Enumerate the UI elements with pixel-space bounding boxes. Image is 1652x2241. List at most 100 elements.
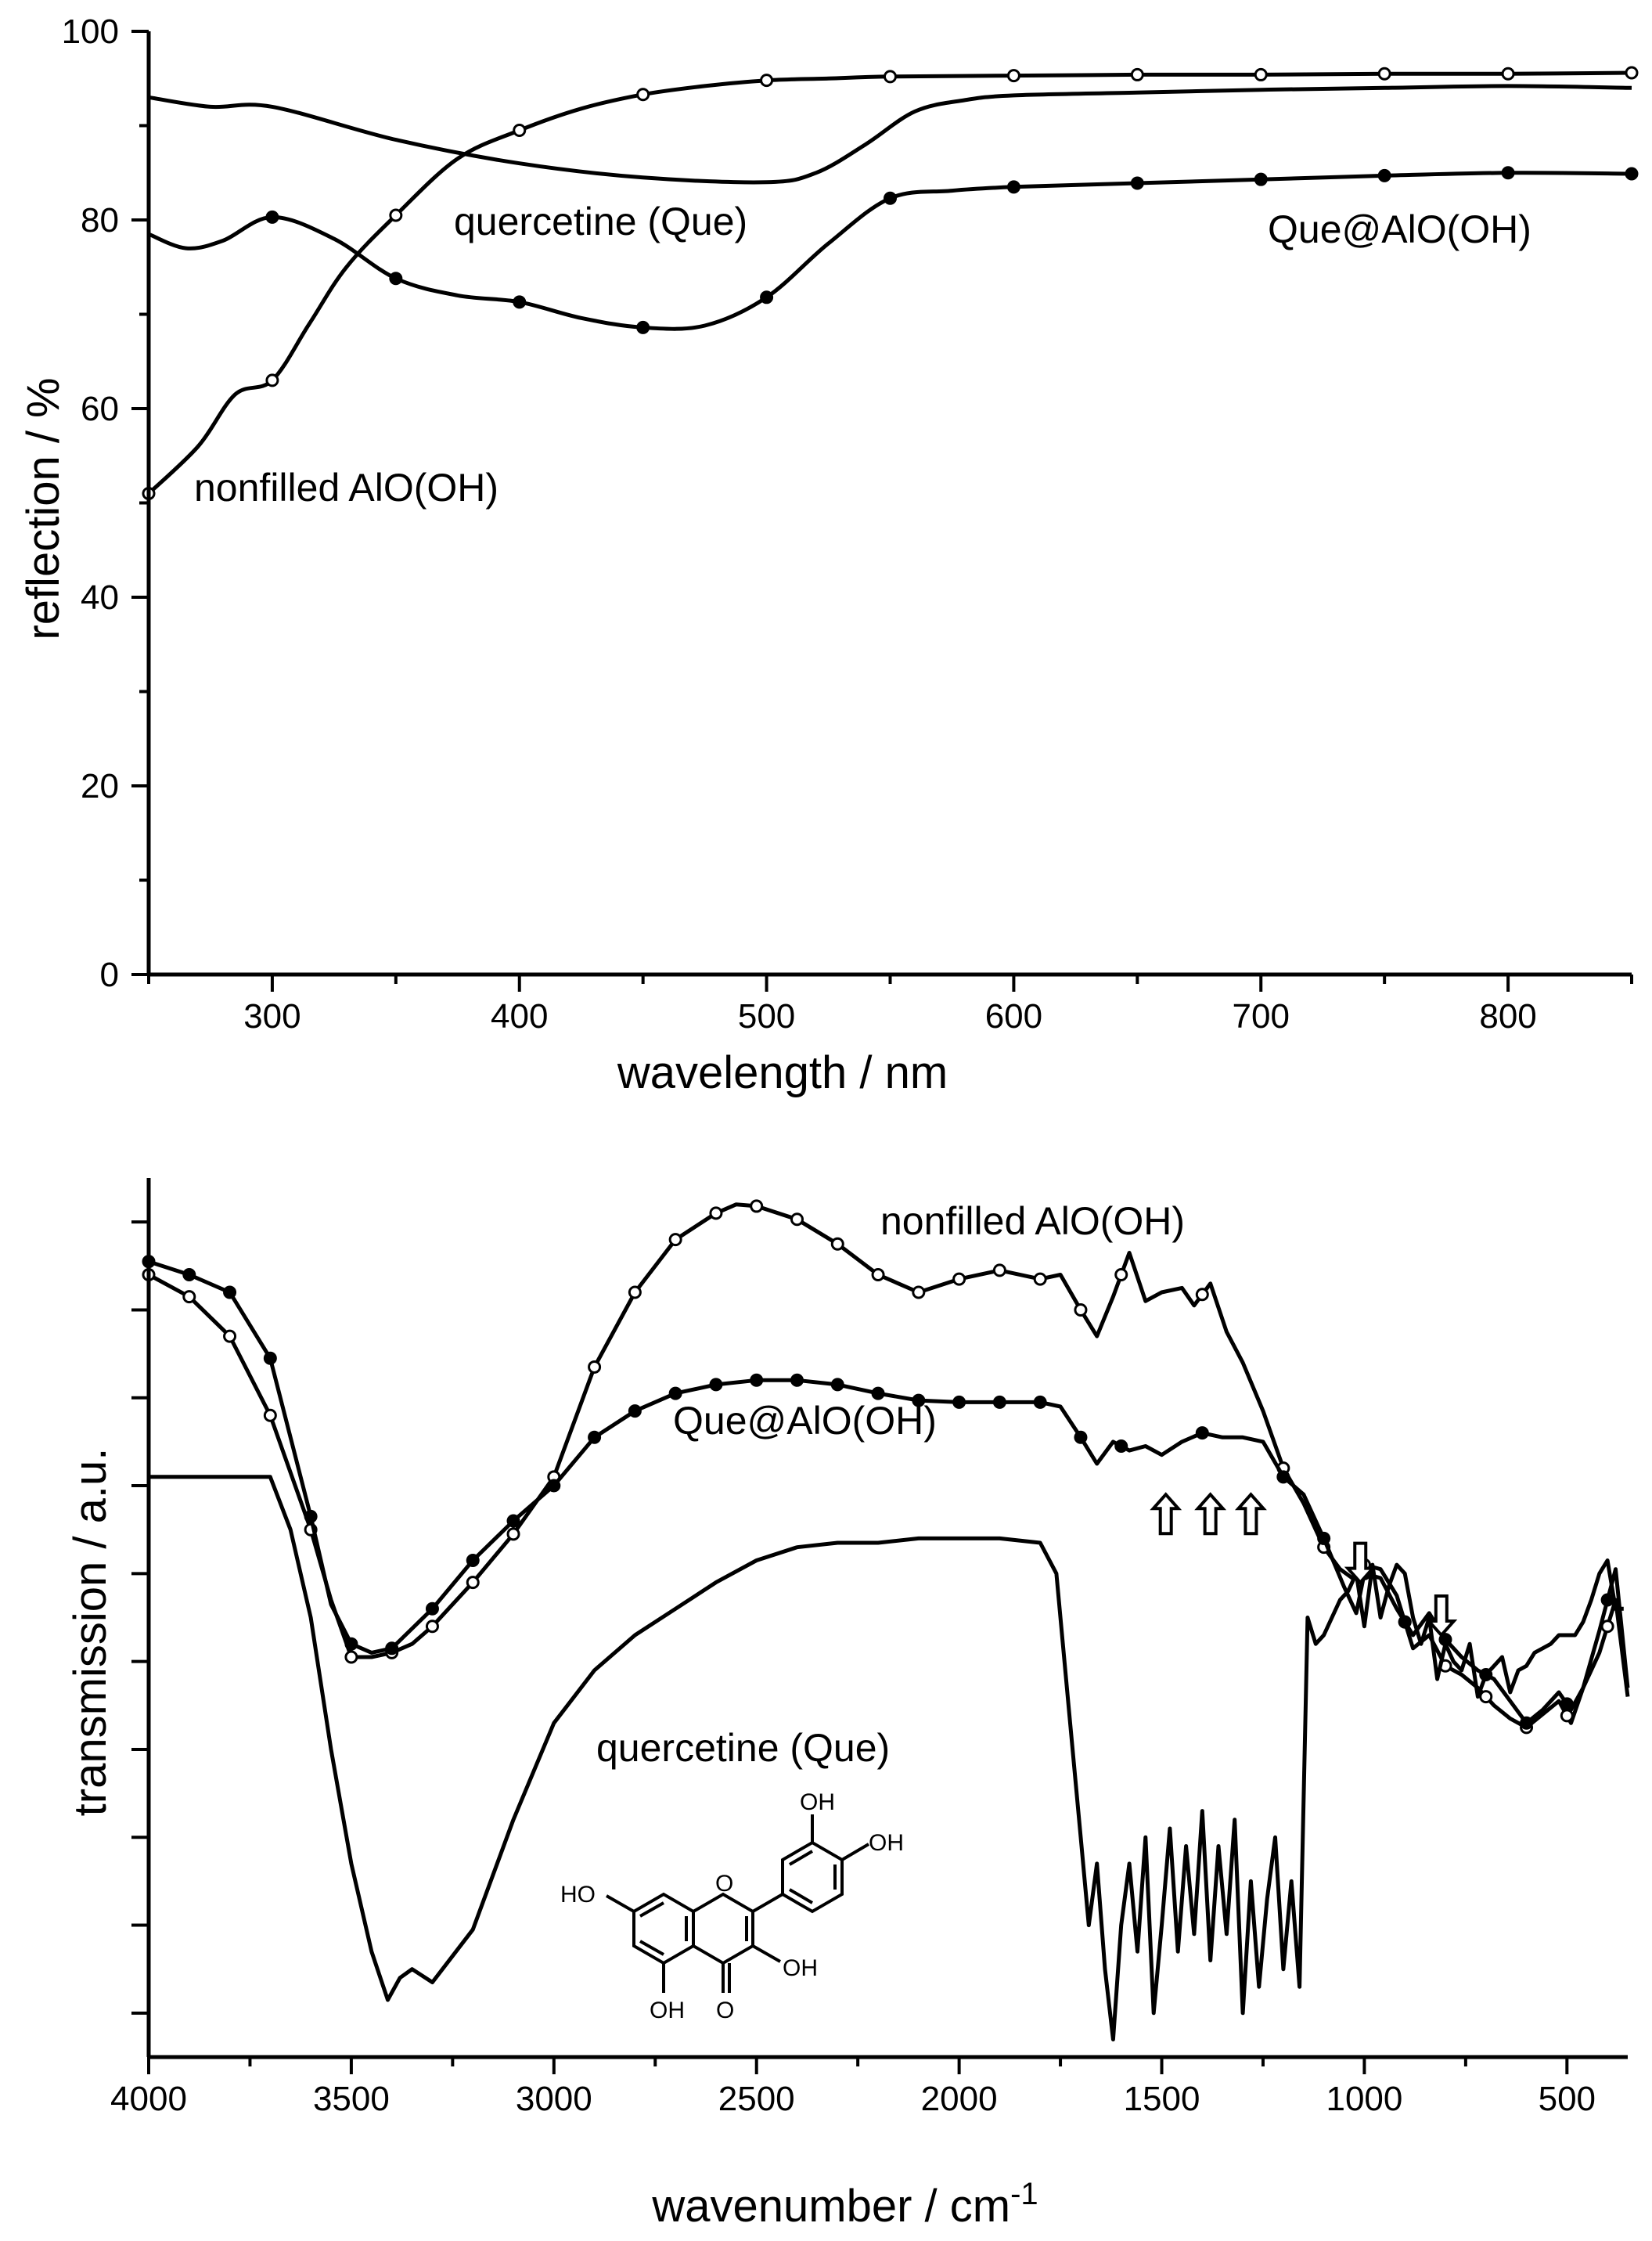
b-series-1-point-5 xyxy=(344,1637,358,1651)
b-series-1-point-16 xyxy=(790,1373,804,1387)
struct-label-oh-b3: OH xyxy=(800,1789,835,1815)
a-xtick-label-700: 700 xyxy=(1233,997,1290,1036)
b-series-1-point-22 xyxy=(1033,1395,1047,1409)
a-series-2-point-3 xyxy=(636,320,650,334)
a-series-line-0 xyxy=(147,70,1632,495)
ring-a-double-1 xyxy=(639,1901,664,1918)
b-arrow-up-0 xyxy=(1150,1492,1182,1536)
b-series-0-point-1 xyxy=(182,1290,196,1304)
struct-label-o-ring: O xyxy=(715,1871,733,1897)
b-series-1-point-6 xyxy=(385,1641,399,1656)
b-series-0-point-20 xyxy=(952,1272,966,1286)
b-series-1-point-13 xyxy=(668,1386,682,1400)
b-series-0-point-14 xyxy=(709,1206,723,1220)
a-series-0-point-5 xyxy=(760,74,774,88)
b-xtick-label-1500: 1500 xyxy=(1124,2080,1200,2118)
b-series-1-point-17 xyxy=(830,1378,844,1392)
b-series-0-point-9 xyxy=(506,1527,520,1541)
b-series-1-point-23 xyxy=(1074,1430,1088,1444)
b-series-1-point-24 xyxy=(1114,1439,1128,1454)
b-xtick-label-4000: 4000 xyxy=(110,2080,187,2118)
a-xtick-label-600: 600 xyxy=(985,997,1042,1036)
a-xtick-label-300: 300 xyxy=(243,997,301,1036)
b-series-1-point-11 xyxy=(588,1430,602,1444)
transmission-chart: 4000 3500 3000 2500 2000 1500 1000 500 wavenumb… xyxy=(65,1178,1630,2232)
a-series-2-point-6 xyxy=(1006,180,1020,194)
a-series-2-point-11 xyxy=(1625,167,1639,181)
b-series-1-point-26 xyxy=(1195,1426,1209,1440)
b-series-1-point-2 xyxy=(223,1285,237,1299)
b-series-0-point-21 xyxy=(992,1263,1006,1277)
b-series-0-point-16 xyxy=(790,1212,804,1227)
a-series-0-point-3 xyxy=(513,124,527,138)
a-ytick-label-60: 60 xyxy=(81,390,119,428)
a-series-2-point-5 xyxy=(884,191,897,205)
b-series-0-point-19 xyxy=(912,1285,926,1299)
b-series-0-point-5 xyxy=(344,1650,358,1664)
b-series-0-point-33 xyxy=(1479,1690,1493,1704)
b-series-1-point-18 xyxy=(871,1386,885,1400)
b-series-0-point-18 xyxy=(871,1268,885,1282)
a-series-0-point-7 xyxy=(1006,69,1020,83)
b-xtick-label-1000: 1000 xyxy=(1326,2080,1402,2118)
b-series-0-point-7 xyxy=(425,1620,439,1634)
a-series-0-point-10 xyxy=(1377,67,1391,81)
struct-label-oh-a: OH xyxy=(650,1998,685,2023)
b-series-0-point-35 xyxy=(1560,1709,1574,1723)
b-series-0-point-22 xyxy=(1033,1272,1047,1286)
a-series-0-point-9 xyxy=(1254,67,1268,81)
b-series-0-point-13 xyxy=(668,1233,682,1247)
b-xtick-label-2000: 2000 xyxy=(921,2080,998,2118)
b-label-quercetine: quercetine (Que) xyxy=(596,1726,890,1770)
struct-label-o-carbonyl: O xyxy=(716,1998,734,2023)
a-series-0-point-2 xyxy=(389,208,403,222)
bond-ho-a xyxy=(606,1894,635,1913)
b-label-nonfilled: nonfilled AlO(OH) xyxy=(880,1199,1185,1243)
b-series-1-point-1 xyxy=(182,1268,196,1282)
b-xtick-label-500: 500 xyxy=(1539,2080,1596,2118)
b-series-1-point-3 xyxy=(263,1351,277,1365)
b-arrow-up-1 xyxy=(1194,1492,1227,1536)
a-xaxis-title: wavelength / nm xyxy=(617,1047,948,1098)
b-xtick-label-2500: 2500 xyxy=(718,2080,795,2118)
struct-label-oh-c3: OH xyxy=(783,1955,818,1981)
b-xtick-label-3500: 3500 xyxy=(313,2080,390,2118)
b-series-1-point-8 xyxy=(466,1554,480,1568)
b-arrow-down-3 xyxy=(1344,1541,1377,1585)
quercetin-structure: HO OH OH OH OH O O xyxy=(560,1789,904,2023)
a-series-0-point-8 xyxy=(1130,67,1144,81)
b-series-line-2 xyxy=(149,1475,1624,2041)
bond-oh-c3 xyxy=(752,1944,781,1963)
a-ytick-label-0: 0 xyxy=(100,956,119,994)
a-xtick-label-400: 400 xyxy=(491,997,548,1036)
b-series-line-0 xyxy=(147,1202,1630,1730)
a-label-quercetine: quercetine (Que) xyxy=(454,200,747,243)
ring-b-double-3 xyxy=(788,1888,814,1904)
b-series-1-point-9 xyxy=(506,1514,520,1528)
b-series-1-point-35 xyxy=(1560,1697,1574,1711)
b-series-1-point-34 xyxy=(1520,1716,1534,1730)
reflection-chart: 0 20 40 60 80 100 300 400 500 600 700 800 wavelengt… xyxy=(18,13,1639,1098)
a-series-0-point-6 xyxy=(884,70,897,84)
b-series-1-point-28 xyxy=(1276,1470,1290,1484)
b-series-1-point-21 xyxy=(992,1395,1006,1409)
b-yaxis-title: transmission / a.u. xyxy=(65,1448,116,1817)
b-xaxis-title: wavenumber / cm-1 xyxy=(651,2177,1038,2232)
a-series-2-point-8 xyxy=(1254,172,1268,186)
ring-a-double-2 xyxy=(639,1940,664,1956)
b-series-1-point-4 xyxy=(304,1509,318,1523)
a-series-0-point-11 xyxy=(1501,67,1515,81)
b-series-0-point-15 xyxy=(750,1199,764,1213)
a-ytick-label-80: 80 xyxy=(81,201,119,240)
a-series-2-point-10 xyxy=(1501,166,1515,180)
b-series-0-point-24 xyxy=(1114,1268,1128,1282)
a-series-2-point-4 xyxy=(760,290,774,304)
a-series-2-point-1 xyxy=(389,272,403,286)
ring-b-double-1 xyxy=(788,1850,814,1866)
a-ytick-label-40: 40 xyxy=(81,578,119,617)
b-series-1-point-14 xyxy=(709,1378,723,1392)
b-label-que-aloh: Que@AlO(OH) xyxy=(673,1399,937,1443)
a-yaxis-title: reflection / % xyxy=(18,377,69,640)
b-series-1-point-20 xyxy=(952,1395,966,1409)
